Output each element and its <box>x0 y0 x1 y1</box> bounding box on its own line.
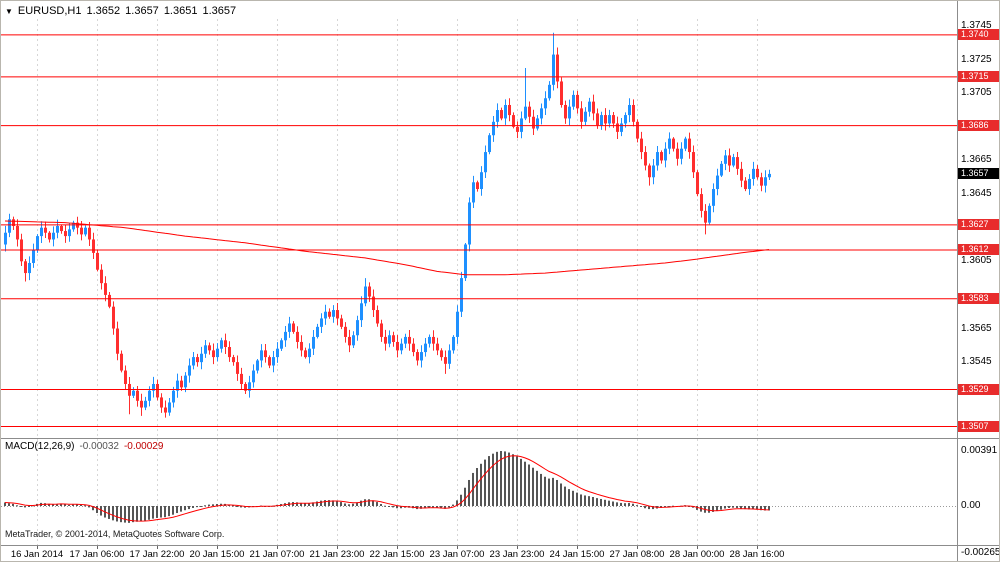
macd-main-value: -0.00032 <box>79 441 119 452</box>
quote-high: 1.3657 <box>125 5 159 17</box>
time-axis-label: 22 Jan 15:00 <box>369 549 425 560</box>
time-axis-label: 28 Jan 00:00 <box>669 549 725 560</box>
copyright-text: MetaTrader, © 2001-2014, MetaQuotes Soft… <box>5 529 225 539</box>
level-price-label: 1.3627 <box>958 219 999 230</box>
moving-average-line <box>4 220 770 276</box>
time-axis-ticks <box>37 546 758 549</box>
time-axis-label: 17 Jan 06:00 <box>69 549 125 560</box>
time-axis-label: 21 Jan 23:00 <box>309 549 365 560</box>
macd-indicator-label: MACD(12,26,9) -0.00032 -0.00029 <box>5 441 163 452</box>
price-tick-label: 1.3705 <box>961 87 992 98</box>
price-tick-label: 1.3665 <box>961 154 992 165</box>
macd-histogram <box>4 451 770 523</box>
level-price-label: 1.3686 <box>958 120 999 131</box>
price-tick-label: 1.3565 <box>961 323 992 334</box>
level-price-label: 1.3740 <box>958 29 999 40</box>
time-axis-label: 20 Jan 15:00 <box>189 549 245 560</box>
level-price-label: 1.3612 <box>958 244 999 255</box>
price-tick-label: 1.3545 <box>961 356 992 367</box>
macd-axis-label: -0.00265 <box>961 547 1000 558</box>
time-axis-label: 27 Jan 08:00 <box>609 549 665 560</box>
time-axis-label: 23 Jan 07:00 <box>429 549 485 560</box>
macd-signal-line <box>4 455 770 522</box>
price-tick-label: 1.3605 <box>961 255 992 266</box>
price-axis[interactable]: 1.3745 1.3725 1.3705 1.3665 1.3645 1.3605 1.35… <box>958 1 1000 561</box>
macd-signal-value: -0.00029 <box>123 441 164 452</box>
gridlines <box>37 19 758 545</box>
symbol-dropdown-icon[interactable]: ▼ <box>5 6 13 16</box>
time-axis-label: 23 Jan 23:00 <box>489 549 545 560</box>
quote-open: 1.3652 <box>86 5 121 17</box>
quote-low: 1.3651 <box>163 5 198 17</box>
time-axis-label: 21 Jan 07:00 <box>249 549 305 560</box>
symbol-period-label: EURUSD,H1 <box>17 5 82 17</box>
time-axis-label: 24 Jan 15:00 <box>549 549 605 560</box>
current-price-label: 1.3657 <box>958 168 999 179</box>
level-price-label: 1.3583 <box>958 293 999 304</box>
price-tick-label: 1.3745 <box>961 20 992 31</box>
price-tick-label: 1.3725 <box>961 54 992 65</box>
macd-title: MACD(12,26,9) <box>5 441 75 452</box>
macd-axis-label: 0.00 <box>961 500 981 511</box>
horizontal-level-lines <box>1 34 957 428</box>
candlestick-series <box>4 32 771 418</box>
time-axis-label: 28 Jan 16:00 <box>729 549 785 560</box>
level-price-label: 1.3507 <box>958 421 999 432</box>
time-axis-label: 17 Jan 22:00 <box>129 549 185 560</box>
quote-bar: ▼ EURUSD,H1 1.3652 1.3657 1.3651 1.3657 <box>5 5 236 17</box>
quote-close: 1.3657 <box>202 5 237 17</box>
time-axis[interactable]: 16 Jan 2014 17 Jan 06:00 17 Jan 22:00 20 Ja… <box>1 547 957 561</box>
macd-axis-label: 0.00391 <box>961 445 998 456</box>
time-axis-label: 16 Jan 2014 <box>10 549 64 560</box>
price-tick-label: 1.3645 <box>961 188 992 199</box>
level-price-label: 1.3529 <box>958 384 999 395</box>
level-price-label: 1.3715 <box>958 71 999 82</box>
